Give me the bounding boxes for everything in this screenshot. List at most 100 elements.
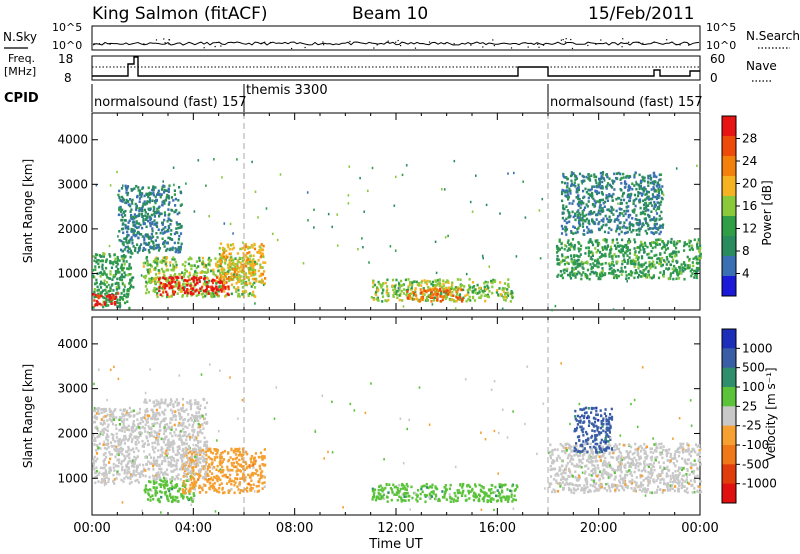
data-cell — [193, 264, 196, 267]
data-cell — [194, 269, 197, 273]
data-cell — [207, 285, 210, 288]
data-cell — [118, 438, 121, 441]
data-cell — [627, 241, 631, 244]
data-cell — [251, 245, 254, 248]
data-cell — [437, 279, 440, 282]
data-cell — [163, 486, 166, 490]
data-cell — [348, 165, 351, 168]
data-cell — [570, 242, 573, 245]
data-cell — [187, 458, 190, 462]
data-cell — [118, 239, 121, 242]
data-cell — [596, 260, 599, 263]
data-cell — [631, 260, 634, 263]
data-cell — [586, 276, 589, 280]
data-cell — [649, 219, 652, 222]
data-cell — [598, 242, 601, 246]
data-cell — [93, 299, 96, 302]
data-cell — [236, 468, 239, 471]
data-cell — [120, 264, 123, 268]
data-cell — [172, 293, 175, 296]
data-cell — [120, 227, 124, 231]
data-cell — [207, 270, 210, 274]
data-cell — [253, 460, 256, 463]
data-cell — [260, 274, 263, 277]
data-cell — [567, 198, 570, 201]
data-cell — [254, 462, 257, 465]
data-cell — [122, 420, 125, 424]
data-cell — [652, 274, 655, 277]
data-cell — [641, 222, 644, 225]
data-cell — [98, 265, 101, 269]
data-cell — [141, 226, 144, 230]
data-cell — [336, 244, 339, 247]
data-cell — [621, 259, 624, 263]
data-cell — [570, 231, 573, 234]
data-cell — [257, 489, 261, 493]
data-cell — [234, 449, 237, 453]
data-cell — [587, 254, 590, 258]
data-cell — [220, 260, 223, 264]
data-cell — [217, 288, 220, 291]
data-cell — [591, 192, 594, 195]
data-cell — [187, 451, 190, 455]
data-cell — [647, 256, 650, 259]
data-cell — [589, 210, 592, 213]
data-cell — [596, 262, 599, 265]
data-cell — [140, 209, 143, 213]
data-cell — [401, 284, 404, 287]
data-cell — [181, 484, 184, 488]
data-cell — [158, 214, 161, 218]
data-cell — [121, 452, 124, 456]
data-cell — [230, 278, 233, 281]
data-cell — [395, 293, 399, 296]
data-cell — [133, 462, 136, 465]
data-cell — [136, 438, 139, 441]
data-cell — [646, 274, 649, 277]
data-cell — [434, 296, 437, 299]
data-cell — [237, 280, 240, 284]
data-cell — [116, 255, 119, 259]
data-cell — [693, 269, 696, 273]
data-cell — [370, 296, 373, 299]
data-cell — [204, 472, 207, 476]
data-cell — [185, 182, 187, 185]
data-cell — [212, 292, 215, 295]
data-cell — [223, 281, 226, 284]
data-cell — [648, 260, 651, 264]
data-cell — [196, 402, 199, 406]
data-cell — [327, 212, 330, 216]
data-cell — [199, 429, 202, 432]
data-cell — [123, 275, 126, 279]
data-cell — [653, 226, 656, 230]
noise-search-dot — [395, 41, 397, 43]
data-cell — [673, 244, 676, 247]
data-cell — [192, 280, 195, 283]
data-cell — [639, 275, 642, 278]
data-cell — [677, 250, 680, 254]
data-cell — [169, 441, 172, 444]
data-cell — [111, 411, 114, 414]
data-cell — [250, 260, 253, 263]
data-cell — [97, 473, 100, 476]
data-cell — [130, 464, 134, 468]
data-cell — [124, 245, 127, 249]
freq-label-1: Freq. — [8, 52, 35, 65]
data-cell — [447, 281, 450, 284]
data-cell — [250, 472, 253, 476]
data-cell — [439, 287, 442, 291]
data-cell — [96, 429, 99, 432]
data-cell — [622, 255, 625, 258]
data-cell — [559, 260, 563, 264]
data-cell — [621, 238, 624, 242]
data-cell — [139, 427, 142, 430]
data-cell — [234, 457, 237, 461]
data-cell — [616, 244, 619, 248]
data-cell — [169, 496, 173, 499]
data-cell — [250, 264, 253, 267]
data-cell — [211, 486, 214, 490]
data-cell — [213, 489, 216, 492]
data-cell — [595, 213, 598, 217]
data-cell — [224, 262, 227, 265]
data-cell — [582, 232, 585, 236]
data-cell — [622, 176, 625, 179]
